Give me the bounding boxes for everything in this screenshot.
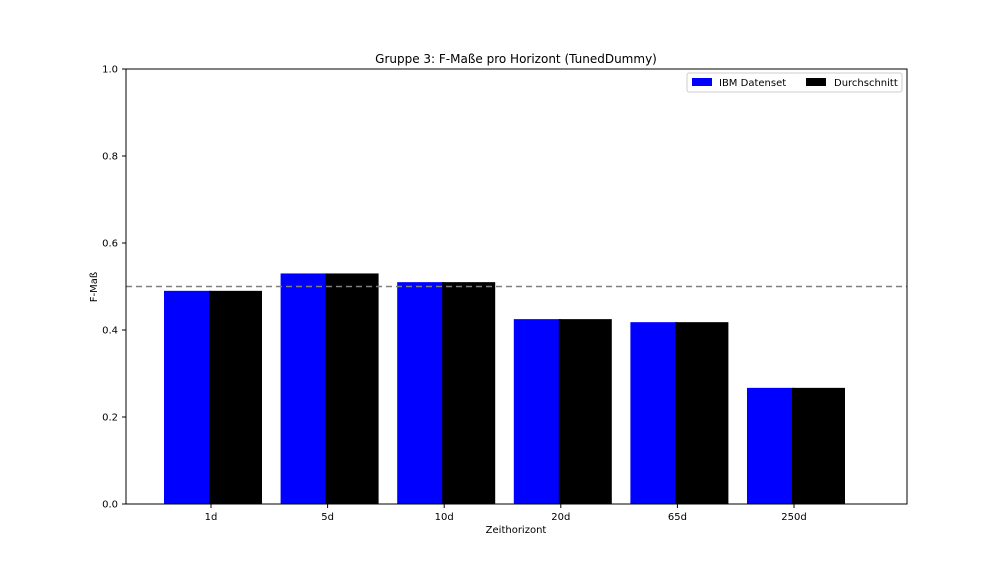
bar-ibm-20d bbox=[513, 319, 561, 504]
y-axis: 0.0 0.2 0.4 0.6 0.8 1.0 bbox=[102, 65, 126, 511]
legend-frame bbox=[686, 72, 903, 93]
bar-ibm-250d bbox=[747, 387, 794, 504]
bar-durchschnitt-1d bbox=[209, 290, 262, 504]
legend-swatch-ibm bbox=[692, 78, 712, 86]
bar-ibm-10d bbox=[397, 282, 445, 504]
x-axis-label: Zeithorizont bbox=[486, 525, 547, 536]
x-tick-label-5d: 5d bbox=[321, 512, 334, 523]
bar-durchschnitt-5d bbox=[325, 273, 379, 504]
legend-label-durchschnitt: Durchschnitt bbox=[834, 78, 898, 89]
x-axis: 1d 5d 10d 20d 65d 250d bbox=[205, 504, 807, 523]
bar-ibm-65d bbox=[630, 322, 678, 504]
y-tick-label: 0.6 bbox=[102, 239, 118, 250]
bar-durchschnitt-20d bbox=[558, 319, 612, 504]
bar-durchschnitt-10d bbox=[442, 282, 496, 504]
bar-durchschnitt-65d bbox=[675, 322, 729, 504]
x-tick-label-65d: 65d bbox=[668, 512, 687, 523]
legend-label-ibm: IBM Datenset bbox=[719, 78, 786, 89]
plot-frame bbox=[125, 68, 908, 505]
x-tick-label-250d: 250d bbox=[781, 512, 806, 523]
y-tick-label: 0.8 bbox=[102, 152, 118, 163]
bar-ibm-1d bbox=[164, 290, 211, 504]
y-tick-label: 0.2 bbox=[102, 413, 118, 424]
y-tick-label: 0.0 bbox=[102, 500, 118, 511]
bar-ibm-5d bbox=[280, 273, 328, 504]
x-tick-label-1d: 1d bbox=[205, 512, 218, 523]
x-tick-label-20d: 20d bbox=[551, 512, 570, 523]
y-tick-label: 0.4 bbox=[102, 326, 118, 337]
y-tick-label: 1.0 bbox=[102, 65, 118, 76]
bars-layer bbox=[164, 273, 845, 504]
legend-swatch-durchschnitt bbox=[806, 78, 826, 86]
bar-durchschnitt-250d bbox=[792, 387, 845, 504]
chart-title: Gruppe 3: F-Maße pro Horizont (TunedDumm… bbox=[375, 52, 657, 66]
legend: IBM Datenset Durchschnitt bbox=[686, 72, 903, 93]
y-axis-label: F-Maß bbox=[89, 272, 100, 302]
x-tick-label-10d: 10d bbox=[435, 512, 454, 523]
